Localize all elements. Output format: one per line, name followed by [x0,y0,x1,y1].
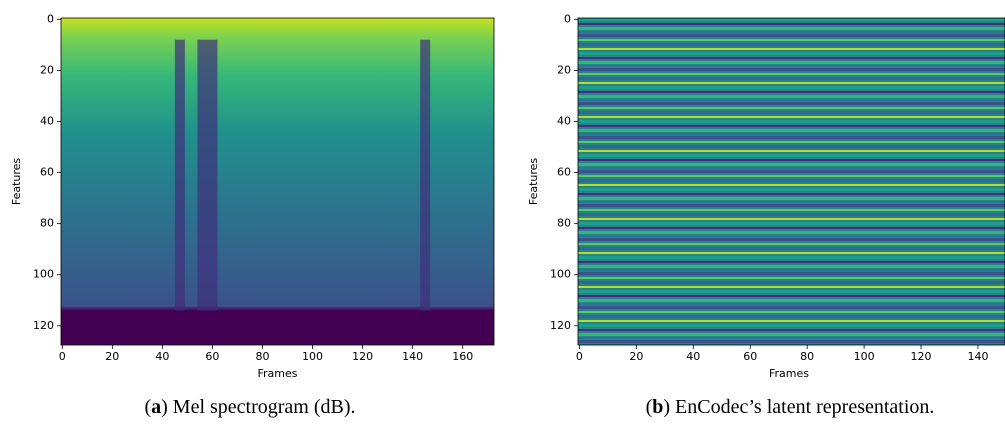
caption-part: b [652,396,663,418]
y-tick-label: 60 [40,166,54,179]
y-tick-label: 120 [550,319,571,332]
x-tick-label: 80 [800,350,814,363]
heatmap-band [197,39,218,311]
y-tick-label: 40 [557,114,571,127]
axes-frame [577,17,1005,346]
y-tick-label: 120 [33,319,54,332]
x-tick-label: 60 [205,350,219,363]
x-tick-label: 100 [302,350,323,363]
heatmap-image [578,18,1005,345]
caption-part: ( [144,396,151,418]
caption: (b) EnCodec’s latent representation. [646,396,935,418]
y-tick-label: 80 [557,217,571,230]
caption-part: ) Mel spectrogram (dB). [161,396,355,418]
axes-frame [60,17,495,346]
x-tick-label: 40 [155,350,169,363]
caption: (a) Mel spectrogram (dB). [144,396,355,418]
y-axis-label: Features [10,158,23,206]
caption-part: a [151,396,161,418]
x-tick-label: 20 [629,350,643,363]
y-tick-label: 40 [40,114,54,127]
x-tick-label: 60 [743,350,757,363]
x-tick-label: 140 [402,350,423,363]
x-tick-label: 100 [854,350,875,363]
x-tick-label: 0 [59,350,66,363]
y-tick-label: 0 [47,12,54,25]
heatmap-band [420,39,431,311]
y-tick-label: 0 [564,12,571,25]
x-axis-label: Frames [257,367,297,380]
x-tick-label: 120 [352,350,373,363]
x-tick-label: 40 [686,350,700,363]
y-axis-label: Features [527,158,540,206]
x-tick-label: 80 [255,350,269,363]
caption-part: ) EnCodec’s latent representation. [663,396,934,418]
y-tick-label: 60 [557,166,571,179]
x-tick-label: 20 [105,350,119,363]
y-tick-label: 80 [40,217,54,230]
x-tick-label: 140 [967,350,988,363]
caption-part: ( [646,396,653,418]
y-tick-label: 100 [33,268,54,281]
y-tick-label: 20 [40,63,54,76]
y-tick-label: 20 [557,63,571,76]
x-tick-label: 120 [911,350,932,363]
x-axis-label: Frames [769,367,809,380]
y-tick-label: 100 [550,268,571,281]
x-tick-label: 0 [576,350,583,363]
heatmap-band [174,39,185,311]
x-tick-label: 160 [452,350,473,363]
